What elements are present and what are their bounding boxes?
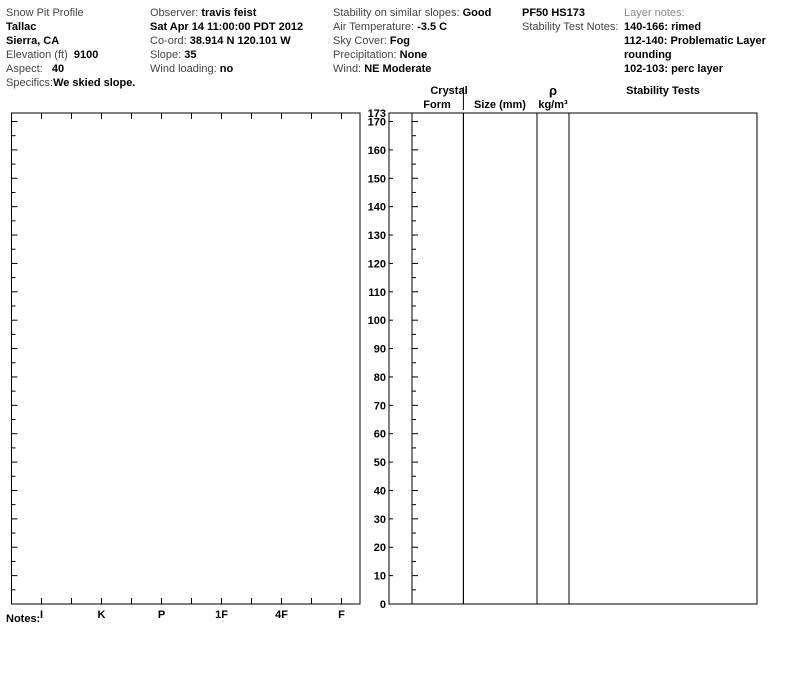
svg-text:0: 0 [380, 599, 386, 611]
svg-text:1F: 1F [215, 609, 228, 621]
svg-text:Form: Form [423, 99, 451, 111]
svg-text:Notes:: Notes: [6, 613, 40, 625]
svg-text:70: 70 [374, 400, 386, 412]
svg-text:40: 40 [374, 485, 386, 497]
svg-text:F: F [338, 609, 345, 621]
svg-text:Size (mm): Size (mm) [474, 99, 526, 111]
svg-text:60: 60 [374, 429, 386, 441]
svg-text:150: 150 [368, 173, 386, 185]
svg-text:20: 20 [374, 542, 386, 554]
svg-text:Crystal: Crystal [430, 85, 467, 97]
svg-text:160: 160 [368, 145, 386, 157]
svg-text:Stability Tests: Stability Tests [626, 85, 700, 97]
svg-text:100: 100 [368, 315, 386, 327]
svg-text:110: 110 [368, 287, 386, 299]
svg-text:90: 90 [374, 344, 386, 356]
svg-text:P: P [158, 609, 165, 621]
svg-text:I: I [40, 609, 43, 621]
svg-text:4F: 4F [275, 609, 288, 621]
svg-text:170: 170 [368, 117, 386, 129]
svg-text:30: 30 [374, 514, 386, 526]
svg-text:50: 50 [374, 457, 386, 469]
svg-text:10: 10 [374, 571, 386, 583]
svg-text:K: K [98, 609, 106, 621]
svg-text:120: 120 [368, 258, 386, 270]
svg-text:130: 130 [368, 230, 386, 242]
svg-text:ρ: ρ [549, 83, 557, 98]
svg-text:80: 80 [374, 372, 386, 384]
svg-text:140: 140 [368, 202, 386, 214]
svg-text:kg/m³: kg/m³ [538, 99, 568, 111]
